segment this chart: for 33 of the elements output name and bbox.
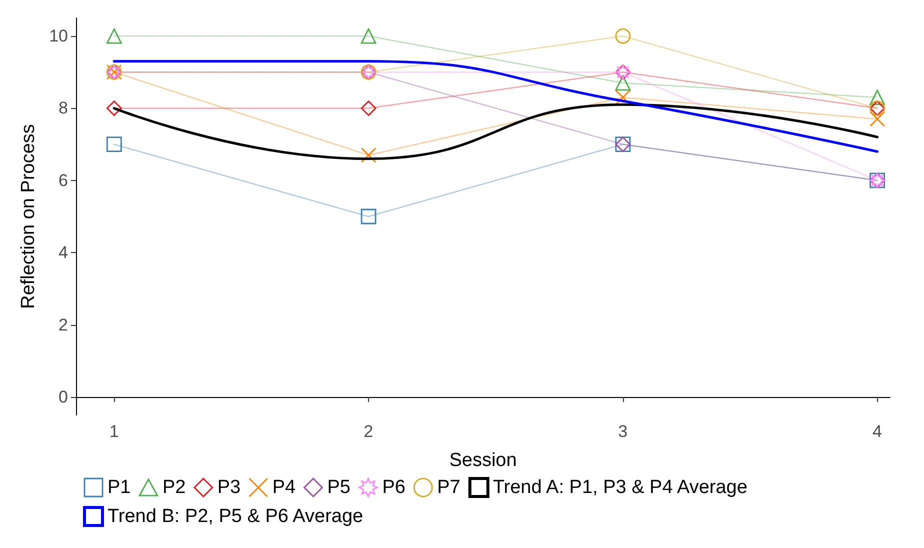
point [615,90,631,106]
legend-label: P5 [327,477,351,498]
legend-label: Trend B: P2, P5 & P6 Average [108,506,364,527]
y-tick-label: 8 [58,98,68,118]
y-tick-label: 6 [58,170,68,190]
y-tick-label: 4 [58,243,68,262]
y-tick-label: 10 [49,26,68,46]
legend-label: P1 [108,477,131,498]
point [360,208,376,224]
legend-label: P2 [162,477,186,498]
point [106,100,122,116]
y-tick-label: 0 [58,387,68,406]
point [360,147,376,163]
point [106,28,122,44]
y-tick-label: 2 [58,315,68,334]
point [106,136,122,152]
x-axis-title: Session [449,450,517,471]
legend-label: P6 [382,477,406,498]
x-tick-label: 4 [872,422,882,441]
x-tick-label: 3 [618,422,628,441]
y-axis-title: Reflection on Process [18,124,39,309]
legend-label: P7 [437,477,460,498]
point [615,75,631,91]
x-tick-label: 2 [364,422,374,441]
point [360,100,376,116]
point [870,111,885,127]
legend-label: P3 [217,477,241,498]
point [615,28,631,44]
point [870,90,885,106]
legend-label: Trend A: P1, P3 & P4 Average [492,477,748,498]
x-tick-label: 1 [109,422,119,441]
legend-label: P4 [272,477,296,498]
point [360,28,376,44]
